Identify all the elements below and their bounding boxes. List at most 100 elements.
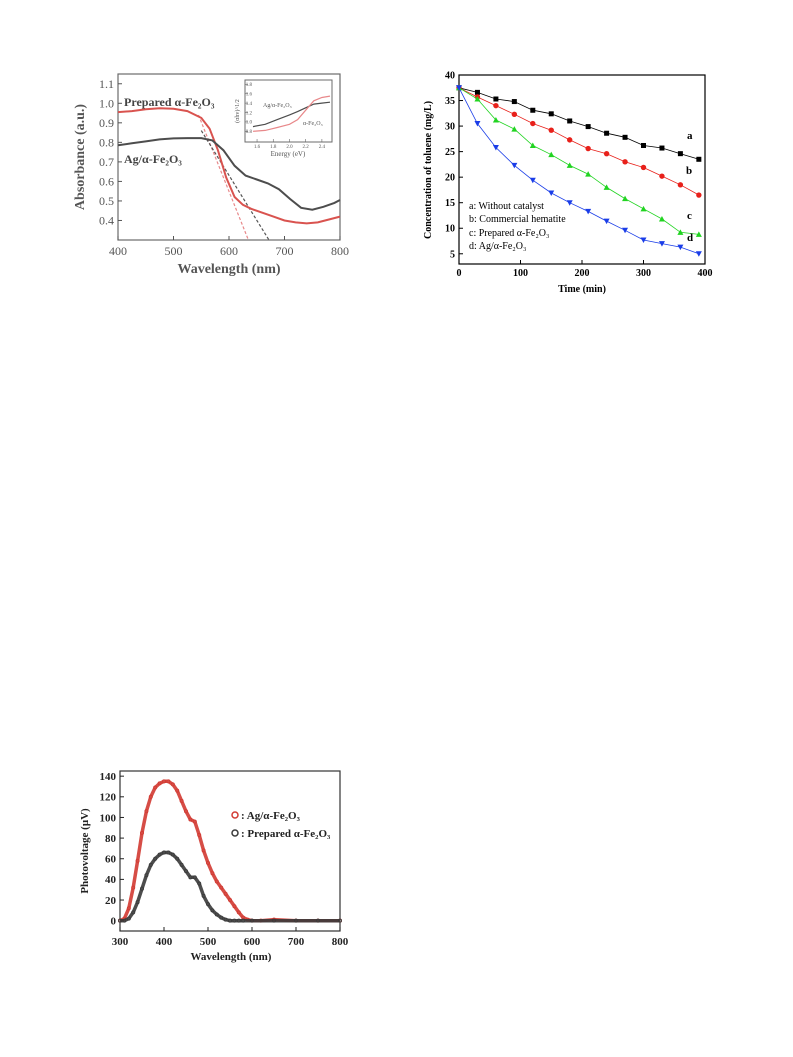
series-label-ag: Ag/α-Fe₂O₃ — [124, 152, 182, 166]
inset-y-tick-label: 1.4 — [246, 102, 253, 107]
curve-label-c: c — [687, 210, 692, 222]
series-group — [118, 779, 342, 923]
data-point — [696, 156, 702, 162]
x-tick-label: 0 — [457, 268, 462, 279]
data-point — [293, 918, 298, 923]
data-point — [696, 192, 702, 198]
data-point — [170, 782, 175, 787]
data-point — [695, 251, 702, 257]
data-point — [205, 902, 210, 907]
data-point — [223, 891, 228, 896]
inset-series-line — [252, 101, 331, 128]
data-point — [566, 162, 573, 168]
series-line — [458, 87, 700, 255]
series-line — [458, 87, 699, 235]
x-tick-label: 300 — [112, 936, 129, 948]
data-point — [131, 885, 136, 890]
plot-frame — [119, 770, 341, 932]
data-point — [315, 918, 320, 923]
inset-x-tick-label: 1.6 — [254, 145, 261, 150]
inset-y-tick-label: 1.6 — [246, 93, 253, 98]
legend-entry: : Ag/α-Fe₂O₃ — [241, 810, 301, 822]
data-point — [139, 886, 144, 891]
y-tick-label: 20 — [445, 173, 455, 184]
legend: : Ag/α-Fe₂O₃ : Prepared α-Fe₂O₃ — [231, 810, 331, 840]
inset-ticks: 1.6 1.8 2.0 2.2 2.4 0.8 1.0 1.2 1.4 1.6 1.8 — [245, 83, 326, 150]
data-point — [183, 869, 188, 874]
y-tick-label: 0.9 — [99, 116, 114, 130]
data-point — [249, 918, 254, 923]
inset-y-tick-label: 1.2 — [246, 111, 253, 116]
inset-x-tick-label: 2.0 — [286, 145, 293, 150]
data-point — [492, 116, 499, 123]
data-point — [210, 908, 215, 913]
data-point — [126, 906, 131, 911]
inset-x-tick-label: 2.4 — [319, 145, 326, 150]
tangent-line — [197, 114, 249, 241]
series-line — [119, 779, 340, 923]
y-axis-ticks: 5 10 15 20 25 30 35 40 — [445, 71, 463, 260]
x-axis-title: Wavelength (nm) — [191, 951, 272, 963]
inset-y-tick-label: 1.8 — [246, 83, 253, 88]
data-point — [139, 830, 144, 835]
data-point — [131, 910, 136, 915]
inset-x-title: Energy (eV) — [271, 150, 306, 158]
series-line — [117, 107, 341, 225]
y-tick-label: 0.4 — [99, 214, 114, 228]
y-tick-label: 35 — [445, 96, 455, 107]
y-tick-label: 40 — [105, 874, 117, 886]
series-group — [117, 107, 341, 225]
data-point — [511, 162, 518, 169]
tangent-lines — [197, 114, 270, 241]
inset-chart: 1.6 1.8 2.0 2.2 2.4 0.8 1.0 1.2 1.4 1.6 1.8 Ag/α-F… — [234, 79, 333, 158]
data-point — [585, 145, 591, 152]
data-point — [153, 785, 158, 790]
y-tick-label: 1.1 — [99, 77, 114, 91]
x-tick-label: 400 — [156, 936, 173, 948]
data-point — [210, 871, 215, 876]
data-point — [271, 918, 276, 923]
series-line — [458, 87, 700, 196]
data-point — [641, 142, 646, 148]
data-point — [640, 237, 647, 243]
data-point — [456, 85, 462, 91]
data-point — [695, 231, 702, 237]
series-line — [458, 87, 700, 160]
data-point — [622, 195, 629, 202]
x-axis-title: Time (min) — [558, 284, 606, 295]
inset-series-group — [252, 95, 331, 132]
data-point — [511, 126, 518, 132]
data-point — [161, 779, 166, 784]
photovoltage-chart: 300 400 500 600 700 800 0 20 40 60 80 100 120 140 Wa… — [79, 770, 349, 963]
series-label-prepared: Prepared α-Fe₂O₃ — [124, 95, 215, 109]
y-tick-label: 0 — [111, 916, 117, 928]
y-tick-label: 10 — [445, 224, 455, 235]
tangent-line — [200, 130, 270, 241]
x-axis-ticks: 0 100 200 300 400 — [457, 260, 713, 279]
data-point — [227, 918, 232, 923]
data-point — [201, 848, 206, 853]
data-point — [604, 130, 610, 136]
data-point — [197, 833, 202, 838]
data-point — [337, 918, 342, 923]
data-point — [166, 850, 171, 855]
data-point — [603, 218, 610, 225]
series-line — [117, 137, 341, 211]
curve-label-a: a — [687, 130, 693, 142]
data-point — [214, 879, 219, 884]
data-point — [474, 96, 481, 102]
inset-y-tick-label: 1.0 — [246, 121, 253, 126]
data-point — [548, 127, 554, 133]
y-tick-label: 1.0 — [99, 96, 114, 110]
y-tick-label: 30 — [445, 122, 455, 133]
y-axis-title: Absorbance (a.u.) — [73, 104, 88, 211]
data-point — [530, 107, 536, 113]
legend-marker — [231, 811, 239, 819]
data-point — [157, 852, 162, 857]
data-point — [148, 794, 153, 799]
data-point — [622, 134, 628, 140]
data-point — [659, 173, 665, 179]
y-axis-title: Concentration of toluene (mg/L) — [423, 101, 434, 239]
data-point — [135, 858, 140, 863]
